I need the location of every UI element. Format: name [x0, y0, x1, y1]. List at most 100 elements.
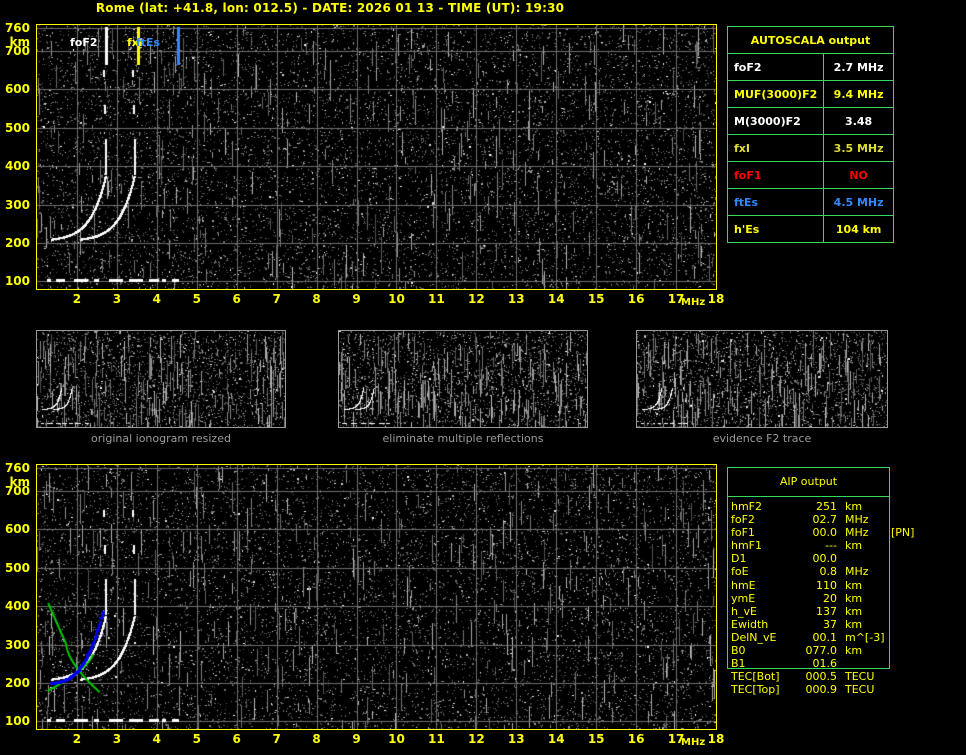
- autoscala-param-value: NO: [823, 161, 894, 189]
- x-tick-label: 13: [507, 292, 525, 306]
- thumbnail-eliminate-reflections[interactable]: [338, 330, 588, 428]
- aip-param-unit: MHz: [845, 526, 869, 540]
- aip-param-value: 02.7: [812, 513, 838, 527]
- aip-param-value: 37: [823, 617, 837, 631]
- autoscala-row: MUF(3000)F2 9.4 MHz: [726, 80, 894, 108]
- x-tick-label: 3: [112, 732, 122, 746]
- aip-row: h_vE 137 km: [731, 605, 931, 618]
- main-ionogram-canvas: [37, 25, 716, 289]
- profile-ionogram-plot[interactable]: [36, 464, 717, 730]
- autoscala-param-name: M(3000)F2: [726, 107, 825, 135]
- autoscala-param-name: MUF(3000)F2: [726, 80, 825, 108]
- autoscala-row: h'Es 104 km: [726, 215, 894, 243]
- aip-output-rows: hmF2 251 km foF2 02.7 MHz foF1 00.0 MHz [PN] hmF1 -…: [731, 500, 931, 696]
- x-tick-label: 6: [232, 732, 241, 746]
- x-tick-label: 7: [272, 292, 281, 306]
- autoscala-param-value: 9.4 MHz: [823, 80, 894, 108]
- aip-param-name: foE: [731, 565, 749, 579]
- aip-param-value: 000.9: [805, 683, 838, 697]
- x-tick-label: 8: [312, 732, 321, 746]
- aip-row: D1 00.0: [731, 552, 931, 565]
- x-tick-label: 10: [388, 292, 405, 306]
- x-tick-label: 16: [627, 732, 645, 746]
- aip-param-value: 00.1: [812, 630, 838, 644]
- aip-row: Ewidth 37 km: [731, 618, 931, 631]
- aip-param-unit: MHz: [845, 565, 869, 579]
- y-tick-label: 600: [4, 82, 30, 97]
- y-tick-label: 100: [4, 274, 30, 289]
- x-tick-label: 2: [72, 732, 82, 746]
- x-tick-label: 4: [152, 292, 161, 306]
- aip-param-unit: km: [845, 500, 863, 513]
- autoscala-row: foF1 NO: [726, 161, 894, 189]
- x-tick-label: 3: [112, 292, 122, 306]
- aip-param-unit: km: [845, 539, 863, 553]
- aip-row: TEC[Top] 000.9 TECU: [731, 683, 931, 696]
- autoscala-row: foF2 2.7 MHz: [726, 53, 894, 81]
- thumbnail-original-ionogram[interactable]: [36, 330, 286, 428]
- y-tick-label: 400: [4, 159, 30, 174]
- aip-param-value: 01.6: [812, 657, 838, 671]
- y-tick-label: 200: [4, 675, 30, 690]
- y-tick-label: 400: [4, 599, 30, 614]
- x-tick-label: 17: [667, 732, 685, 746]
- aip-param-name: hmE: [731, 578, 756, 592]
- x-tick-label: 5: [192, 292, 201, 306]
- aip-row: B0 077.0 km: [731, 644, 931, 657]
- aip-param-name: D1: [731, 552, 747, 566]
- aip-param-unit: km: [845, 617, 863, 631]
- aip-param-unit: km: [845, 578, 863, 592]
- x-tick-label: 10: [388, 732, 405, 746]
- y-tick-label: 700: [4, 484, 30, 499]
- aip-row: DelN_vE 00.1 m^[-3]: [731, 631, 931, 644]
- aip-param-unit: MHz: [845, 513, 869, 527]
- thumbnail-caption-eliminate: eliminate multiple reflections: [382, 432, 544, 445]
- y-tick-label: 300: [4, 197, 30, 212]
- aip-param-name: ymE: [731, 591, 756, 605]
- aip-param-unit: km: [845, 644, 863, 658]
- aip-param-value: 110: [816, 578, 837, 592]
- x-tick-label: 4: [152, 732, 161, 746]
- aip-param-name: DelN_vE: [731, 630, 777, 644]
- x-axis-unit: MHz: [681, 737, 706, 748]
- main-ionogram-plot[interactable]: [36, 24, 717, 290]
- autoscala-row: fxI 3.5 MHz: [726, 134, 894, 162]
- aip-param-name: TEC[Bot]: [731, 670, 780, 684]
- aip-param-unit: km: [845, 604, 863, 618]
- aip-param-flag: [PN]: [891, 526, 915, 540]
- aip-param-value: 20: [823, 591, 837, 605]
- x-tick-label: 14: [547, 292, 565, 306]
- y-tick-label: 760: [4, 21, 30, 36]
- x-tick-label: 9: [352, 292, 361, 306]
- autoscala-param-value: 3.5 MHz: [823, 134, 894, 162]
- aip-param-value: 000.5: [805, 670, 838, 684]
- y-tick-label: 200: [4, 235, 30, 250]
- aip-param-name: foF1: [731, 526, 755, 540]
- x-tick-label: 13: [507, 732, 525, 746]
- aip-param-name: Ewidth: [731, 617, 769, 631]
- thumbnail-evidence-f2-trace[interactable]: [636, 330, 888, 428]
- autoscala-row: M(3000)F2 3.48: [726, 107, 894, 135]
- page-title: Rome (lat: +41.8, lon: 012.5) - DATE: 20…: [95, 1, 565, 15]
- aip-param-value: 137: [816, 604, 837, 618]
- y-tick-label: 500: [4, 560, 30, 575]
- aip-row: hmE 110 km: [731, 579, 931, 592]
- y-axis-unit: km: [9, 35, 30, 50]
- aip-param-value: ---: [825, 539, 837, 553]
- aip-row: TEC[Bot] 000.5 TECU: [731, 670, 931, 683]
- x-tick-label: 11: [428, 292, 445, 306]
- x-tick-label: 16: [627, 292, 645, 306]
- x-tick-label: 5: [192, 732, 201, 746]
- aip-param-name: foF2: [731, 513, 755, 527]
- aip-row: foF2 02.7 MHz: [731, 513, 931, 526]
- y-tick-label: 300: [4, 637, 30, 652]
- x-tick-label: 7: [272, 732, 281, 746]
- aip-row: hmF2 251 km: [731, 500, 931, 513]
- aip-output-panel: [727, 467, 890, 669]
- autoscala-param-name: h'Es: [726, 215, 825, 243]
- profile-ionogram-canvas: [37, 465, 716, 729]
- x-tick-label: 8: [312, 292, 321, 306]
- x-tick-label: 18: [707, 732, 725, 746]
- aip-param-name: h_vE: [731, 604, 757, 618]
- autoscala-header-row: AUTOSCALA output: [727, 26, 894, 54]
